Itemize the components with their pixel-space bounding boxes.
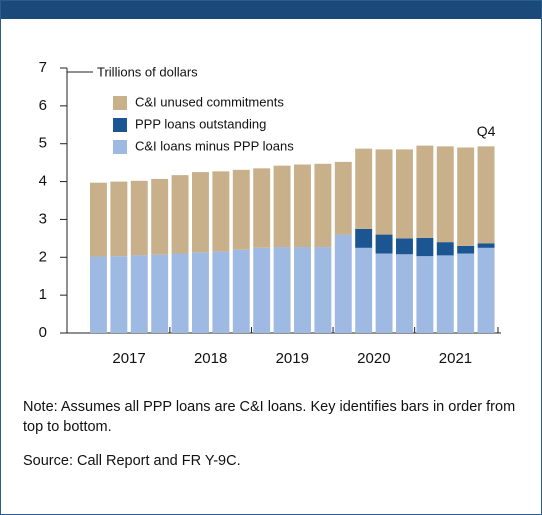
bar-segment xyxy=(90,182,107,257)
y-tick-label: 5 xyxy=(39,135,47,152)
bar-segment xyxy=(253,168,271,248)
bar-segment xyxy=(130,255,148,333)
bar-segment xyxy=(192,172,209,253)
x-group-label: 2018 xyxy=(194,350,227,367)
bar-segment xyxy=(110,256,128,333)
bar-segment xyxy=(314,247,332,333)
y-tick-label: 4 xyxy=(39,173,47,190)
bar-segment xyxy=(355,247,373,333)
bar-segment xyxy=(334,234,352,333)
bar-segment xyxy=(90,256,107,333)
legend-label: C&I unused commitments xyxy=(135,94,284,109)
bar-segment xyxy=(192,252,209,333)
bar-segment xyxy=(396,254,413,333)
y-tick-label: 7 xyxy=(39,59,47,76)
bar-segment xyxy=(171,253,189,333)
bar-segment xyxy=(396,149,413,239)
bar-segment xyxy=(151,254,169,333)
y-tick-label: 1 xyxy=(39,286,47,303)
source: Source: Call Report and FR Y-9C. xyxy=(23,453,241,469)
bar-segment xyxy=(232,249,250,333)
legend-swatch xyxy=(113,140,127,154)
bar-segment xyxy=(457,253,475,333)
bar-segment xyxy=(212,171,230,252)
chart: 0 1 2 3 4 5 6 7 Trillions of dollars Q4 2017 2018 20… xyxy=(39,59,501,367)
bar-segment xyxy=(436,146,454,243)
bar-segment xyxy=(375,234,393,254)
y-tick-label: 2 xyxy=(39,248,47,265)
bar-segment xyxy=(273,247,291,333)
legend: C&I unused commitments PPP loans outstand… xyxy=(113,94,294,154)
bar-segment xyxy=(416,237,434,257)
bar-segment xyxy=(477,243,495,248)
bar-segment xyxy=(457,245,475,254)
bar-segment xyxy=(151,178,169,255)
x-group-label: 2019 xyxy=(276,350,309,367)
legend-swatch xyxy=(113,118,127,132)
header-band xyxy=(1,1,541,19)
legend-swatch xyxy=(113,96,127,110)
bar-segment xyxy=(477,146,495,244)
bar-segment xyxy=(334,161,352,235)
x-group-label: 2020 xyxy=(357,350,390,367)
bar-segment xyxy=(477,247,495,333)
bar-segment xyxy=(212,251,230,333)
bar-segment xyxy=(416,256,434,333)
bar-segment xyxy=(294,247,311,333)
bar-segment xyxy=(110,181,128,257)
bar-segment xyxy=(416,145,434,238)
annotation: Q4 xyxy=(477,123,496,139)
bar-segment xyxy=(294,164,311,248)
y-tick-label: 0 xyxy=(39,324,47,341)
bar-segment xyxy=(171,175,189,254)
y-tick-label: 3 xyxy=(39,210,47,227)
bar-segment xyxy=(314,163,332,248)
bar-segment xyxy=(253,247,271,333)
bar-segment xyxy=(457,147,475,246)
bar-segment xyxy=(396,238,413,255)
bar-segment xyxy=(273,165,291,248)
note: Note: Assumes all PPP loans are C&I loan… xyxy=(23,399,516,435)
bar-segment xyxy=(436,242,454,256)
bar-segment xyxy=(436,255,454,333)
x-group-label: 2017 xyxy=(112,350,145,367)
legend-label: C&I loans minus PPP loans xyxy=(135,138,294,153)
x-group-label: 2021 xyxy=(439,350,472,367)
bar-segment xyxy=(232,169,250,250)
bar-segment xyxy=(355,148,373,229)
y-tick-label: 6 xyxy=(39,97,47,114)
y-axis-label: Trillions of dollars xyxy=(97,64,198,79)
bar-segment xyxy=(355,228,373,248)
bar-segment xyxy=(375,149,393,235)
legend-label: PPP loans outstanding xyxy=(135,116,266,131)
bar-segment xyxy=(375,253,393,333)
bar-segment xyxy=(130,180,148,256)
